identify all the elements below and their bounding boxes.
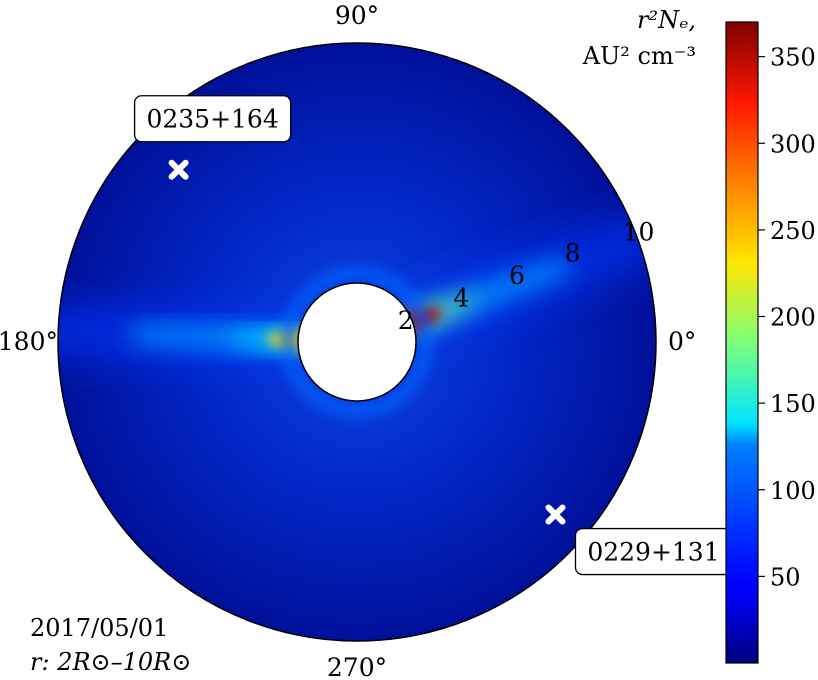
occulter-glow [281,266,433,418]
colorbar-tick-label: 50 [770,563,801,591]
date-label: 2017/05/01 [30,614,168,642]
radial-tick-4: 4 [453,283,469,312]
source-label: 0229+131 [587,538,719,567]
angle-label-270: 270° [327,653,387,680]
radial-range-label: r: 2R⊙–10R⊙ [30,648,191,676]
colorbar-tick-label: 250 [770,217,816,245]
source-label-box [133,95,292,143]
source-0229+131: 0229+131 [545,504,733,576]
colorbar-tick-label: 100 [770,477,816,505]
angle-label-90: 90° [335,1,379,30]
radial-tick-labels: 2 4 6 8 10 [398,217,655,334]
radial-tick-10: 10 [623,217,655,246]
angle-label-180: 180° [0,327,58,356]
colorbar-tick-label: 200 [770,304,816,332]
source-marker-x [545,504,566,525]
source-marker-x [168,159,189,180]
source-markers: 0235+164 0229+131 [133,95,733,576]
colorbar-tick-label: 350 [770,44,816,72]
radial-tick-6: 6 [509,261,525,290]
colorbar [725,21,759,664]
source-label: 0235+164 [146,105,278,134]
angle-label-0: 0° [668,327,696,356]
colorbar-tick-label: 150 [770,390,816,418]
radial-tick-8: 8 [565,238,581,267]
source-0235+164: 0235+164 [133,95,292,180]
inner-occulter [297,282,417,402]
colorbar-ticks: 50 100 150 200 250 300 350 [758,44,816,591]
colorbar-label-line2: AU² cm⁻³ [582,42,696,70]
colorbar-label-line1: r²Nₑ, [637,6,696,34]
radial-tick-2: 2 [398,306,414,335]
outer-boundary [57,42,657,642]
colorbar-tick-label: 300 [770,130,816,158]
